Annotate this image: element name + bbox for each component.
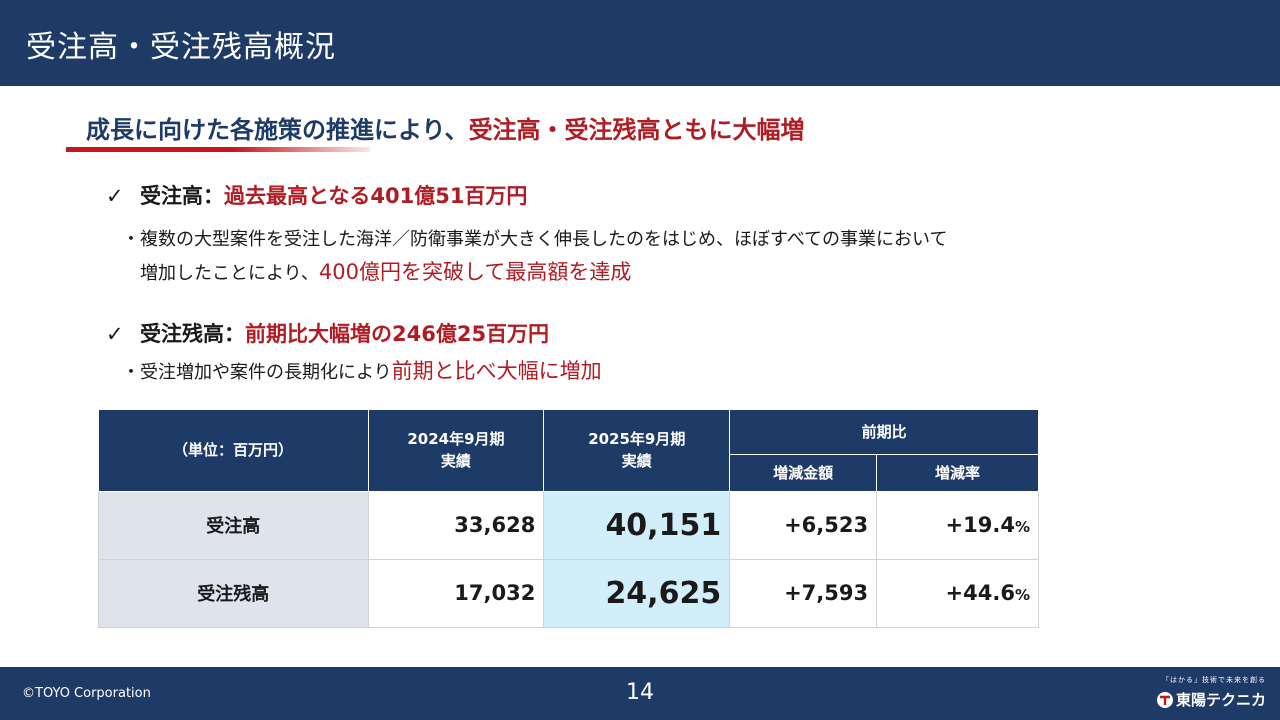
logo-mark-icon	[1157, 692, 1173, 708]
point-value: 前期比大幅増の246億25百万円	[245, 322, 550, 346]
detail-emphasis: 前期と比べ大幅に増加	[391, 359, 602, 383]
table-row: 受注高 33,628 40,151 +6,523 +19.4%	[98, 490, 1039, 560]
row-label: 受注高	[98, 490, 369, 560]
header-rate: 増減率	[876, 454, 1039, 492]
copyright: ©TOYO Corporation	[22, 686, 151, 701]
detail-text: ・受注増加や案件の長期化により	[122, 362, 392, 383]
point-backlog-detail: ・受注増加や案件の長期化により前期と比べ大幅に増加	[122, 355, 602, 385]
headline: 成長に向けた各施策の推進により、受注高・受注残高ともに大幅増	[86, 110, 805, 145]
check-icon: ✓	[106, 184, 124, 208]
check-icon: ✓	[106, 322, 124, 346]
slide-footer: ©TOYO Corporation 14 「はかる」技術で未来を創る 東陽テクニ…	[0, 667, 1280, 720]
point-orders-detail-1: ・複数の大型案件を受注した海洋／防衛事業が大きく伸長したのをはじめ、ほぼすべての…	[122, 229, 948, 250]
point-label: 受注残高：	[140, 322, 245, 346]
detail-text: 増加したことにより、	[140, 263, 319, 284]
header-change: 増減金額	[729, 454, 878, 492]
cell-fy2025: 24,625	[543, 558, 731, 628]
point-backlog: ✓ 受注残高：前期比大幅増の246億25百万円	[106, 318, 549, 348]
company-logo: 「はかる」技術で未来を創る 東陽テクニカ	[1156, 675, 1268, 715]
cell-fy2025: 40,151	[543, 490, 731, 560]
cell-change: +6,523	[729, 490, 878, 560]
logo-tagline: 「はかる」技術で未来を創る	[1162, 676, 1266, 684]
orders-table: （単位：百万円） 2024年9月期 実績 2025年9月期 実績 前期比 増減金額 …	[98, 410, 1039, 628]
slide-title: 受注高・受注残高概況	[26, 30, 336, 65]
unit-header: （単位：百万円）	[98, 410, 369, 492]
point-label: 受注高：	[140, 184, 224, 208]
page-number: 14	[626, 680, 654, 705]
header-fy2025: 2025年9月期 実績	[543, 410, 731, 492]
cell-rate: +44.6%	[876, 558, 1039, 628]
row-label: 受注残高	[98, 558, 369, 628]
headline-lead: 成長に向けた各施策の推進により、	[86, 116, 469, 144]
cell-change: +7,593	[729, 558, 878, 628]
point-value: 過去最高となる401億51百万円	[224, 184, 528, 208]
cell-fy2024: 17,032	[367, 558, 545, 628]
table-row: 受注残高 17,032 24,625 +7,593 +44.6%	[98, 558, 1039, 628]
point-orders: ✓ 受注高：過去最高となる401億51百万円	[106, 180, 527, 210]
headline-emphasis: 受注高・受注残高ともに大幅増	[468, 116, 805, 144]
cell-fy2024: 33,628	[367, 490, 545, 560]
header-fy2024: 2024年9月期 実績	[368, 410, 545, 492]
header-yoy: 前期比	[729, 410, 1039, 455]
detail-emphasis: 400億円を突破して最高額を達成	[318, 260, 632, 284]
headline-underline	[66, 147, 370, 152]
cell-rate: +19.4%	[876, 490, 1039, 560]
logo-name: 東陽テクニカ	[1176, 691, 1267, 709]
slide-header: 受注高・受注残高概況	[0, 0, 1280, 86]
point-orders-detail-2: 増加したことにより、400億円を突破して最高額を達成	[140, 256, 631, 286]
